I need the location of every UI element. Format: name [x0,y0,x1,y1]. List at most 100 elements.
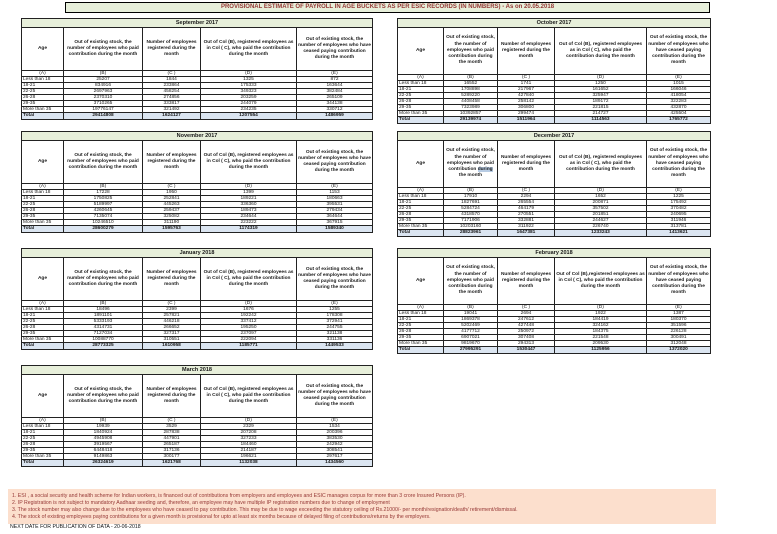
table-december-2017: December 2017 Age Out of existing stock, t… [397,131,711,237]
col-header-a[interactable]: Age [397,257,444,305]
table-march-2018: March 2018 Age Out of existing stock, the … [21,365,373,467]
total-value-cell[interactable]: 1530447 [497,346,555,354]
col-header-c[interactable]: Number of employees registered during th… [142,374,201,418]
total-row: Total 27995291 1530447 1125956 1372020 [397,346,711,354]
col-header-d[interactable]: Out of Col (B), registered employees as … [200,140,297,184]
col-header-c[interactable]: Number of employees registered during th… [142,140,201,184]
total-value-cell[interactable]: 1185771 [200,342,297,350]
col-header-e[interactable]: Out of existing stock, the number of emp… [646,257,711,305]
col-header-b[interactable]: Out of existing stock, the number of emp… [63,27,143,71]
total-value-cell[interactable]: 1233243 [554,229,647,237]
total-value-cell[interactable]: 28600279 [63,225,143,233]
total-value-cell[interactable]: 29139974 [443,116,498,124]
table-february-2018: February 2018 Age Out of existing stock, t… [397,248,711,354]
total-value-cell[interactable]: 1132038 [200,459,297,467]
total-row: Total 29414808 1624127 1207554 1486959 [21,112,373,120]
total-value-cell[interactable]: 1486959 [296,112,373,120]
col-header-b[interactable]: Out of existing stock, the number of emp… [63,257,143,301]
col-header-a[interactable]: Age [397,27,444,75]
total-value-cell[interactable]: 1624127 [142,112,201,120]
footnote-line: 4. The stock of existing employees payin… [12,514,431,520]
table-september-2017: September 2017 Age Out of existing stock, … [21,18,373,120]
total-label-cell[interactable]: Total [397,116,444,124]
table-row: 22-25 4945908 447901 327233 383530 [21,435,373,442]
total-value-cell[interactable]: 1413621 [646,229,711,237]
col-header-c[interactable]: Number of employees registered during th… [142,257,201,301]
col-header-c[interactable]: Number of employees registered during th… [497,140,555,188]
total-value-cell[interactable]: 1174319 [200,225,297,233]
total-value-cell[interactable]: 1647381 [497,229,555,237]
col-header-d[interactable]: Out of Col (B), registered employees as … [200,257,297,301]
col-header-b[interactable]: Out of existing stock, the number of emp… [443,257,498,305]
total-value-cell[interactable]: 1621768 [142,459,201,467]
col-header-a[interactable]: Age [397,140,444,188]
total-value-cell[interactable]: 28773325 [63,342,143,350]
total-label-cell[interactable]: Total [397,229,444,237]
next-date-note: NEXT DATE FOR PUBLICATION OF DATA - 20-0… [10,524,141,530]
total-value-cell[interactable]: 1610958 [142,342,201,350]
col-header-b[interactable]: Out of existing stock, the number of emp… [443,27,498,75]
total-value-cell[interactable]: 1511964 [497,116,555,124]
total-value-cell[interactable]: 1434560 [296,459,373,467]
total-value-cell[interactable]: 1372020 [646,346,711,354]
month-header[interactable]: November 2017 [21,131,373,141]
table-row: 22-25 5202469 427448 324162 351596 [397,322,711,329]
table-row: 29-35 6448418 317136 214187 308541 [21,447,373,454]
total-value-cell[interactable]: 1207554 [200,112,297,120]
table-october-2017: October 2017 Age Out of existing stock, th… [397,18,711,124]
month-header[interactable]: December 2017 [397,131,711,141]
col-header-e[interactable]: Out of existing stock, the number of emp… [646,140,711,188]
col-header-e[interactable]: Out of existing stock, the number of emp… [646,27,711,75]
total-row: Total 28773325 1610958 1185771 1449533 [21,342,373,350]
col-header-d[interactable]: Out of Col (B), registered employees as … [200,27,297,71]
col-header-b[interactable]: Out of existing stock, the number of emp… [63,374,143,418]
col-header-b[interactable]: Out of existing stock, the number of emp… [63,140,143,184]
col-header-e[interactable]: Out of existing stock, the number of emp… [296,374,373,418]
total-value-cell[interactable]: 1595763 [142,225,201,233]
total-label-cell[interactable]: Total [21,459,64,467]
table-january-2018: January 2018 Age Out of existing stock, th… [21,248,373,350]
col-header-e[interactable]: Out of existing stock, the number of emp… [296,257,373,301]
table-row: 26-28 4177712 250972 184375 226128 [397,328,711,335]
col-header-d[interactable]: Out of Col (B), registered employees as … [554,140,647,188]
total-value-cell[interactable]: 27995291 [443,346,498,354]
table-row: 29-35 6907021 307408 221548 300491 [397,334,711,341]
total-value-cell[interactable]: 28823961 [443,229,498,237]
col-header-a[interactable]: Age [21,27,64,71]
total-label-cell[interactable]: Total [21,112,64,120]
month-header[interactable]: January 2018 [21,248,373,258]
total-value-cell[interactable]: 1449533 [296,342,373,350]
month-header[interactable]: September 2017 [21,18,373,28]
col-header-a[interactable]: Age [21,374,64,418]
month-header[interactable]: March 2018 [21,365,373,375]
col-header-c[interactable]: Number of employees registered during th… [142,27,201,71]
col-header-d[interactable]: Out of Col (B),registered employees as i… [554,257,647,305]
total-value-cell[interactable]: 26324619 [63,459,143,467]
col-header-d[interactable]: Out of Col (B), registered employees as … [554,27,647,75]
col-header-e[interactable]: Out of existing stock, the number of emp… [296,27,373,71]
col-header-c[interactable]: Number of employees registered during th… [497,27,555,75]
col-header-b[interactable]: Out of existing stock, the number of emp… [443,140,498,188]
month-header[interactable]: February 2018 [397,248,711,258]
total-row: Total 29139974 1511964 1114563 1765772 [397,116,711,124]
total-value-cell[interactable]: 1125956 [554,346,647,354]
col-header-e[interactable]: Out of existing stock, the number of emp… [296,140,373,184]
total-value-cell[interactable]: 1114563 [554,116,647,124]
total-row: Total 28600279 1595763 1174319 1589340 [21,225,373,233]
total-value-cell[interactable]: 1589340 [296,225,373,233]
col-header-a[interactable]: Age [21,140,64,184]
col-header-d[interactable]: Out of Col (B), registered employees as … [200,374,297,418]
footnote-line: 3. The stock number may also change due … [12,507,518,513]
col-header-c[interactable]: Number of employees registered during th… [497,257,555,305]
footnote-line: 2. IP Registration is not subject to man… [12,500,390,506]
col-header-a[interactable]: Age [21,257,64,301]
total-label-cell[interactable]: Total [21,342,64,350]
total-label-cell[interactable]: Total [397,346,444,354]
table-row: 22-25 5289220 427840 325947 418054 [397,92,711,99]
footnotes-block: 1. ESI , a social security and health sc… [8,489,716,524]
total-value-cell[interactable]: 29414808 [63,112,143,120]
total-row: Total 28823961 1647381 1233243 1413621 [397,229,711,237]
total-label-cell[interactable]: Total [21,225,64,233]
total-value-cell[interactable]: 1765772 [646,116,711,124]
month-header[interactable]: October 2017 [397,18,711,28]
